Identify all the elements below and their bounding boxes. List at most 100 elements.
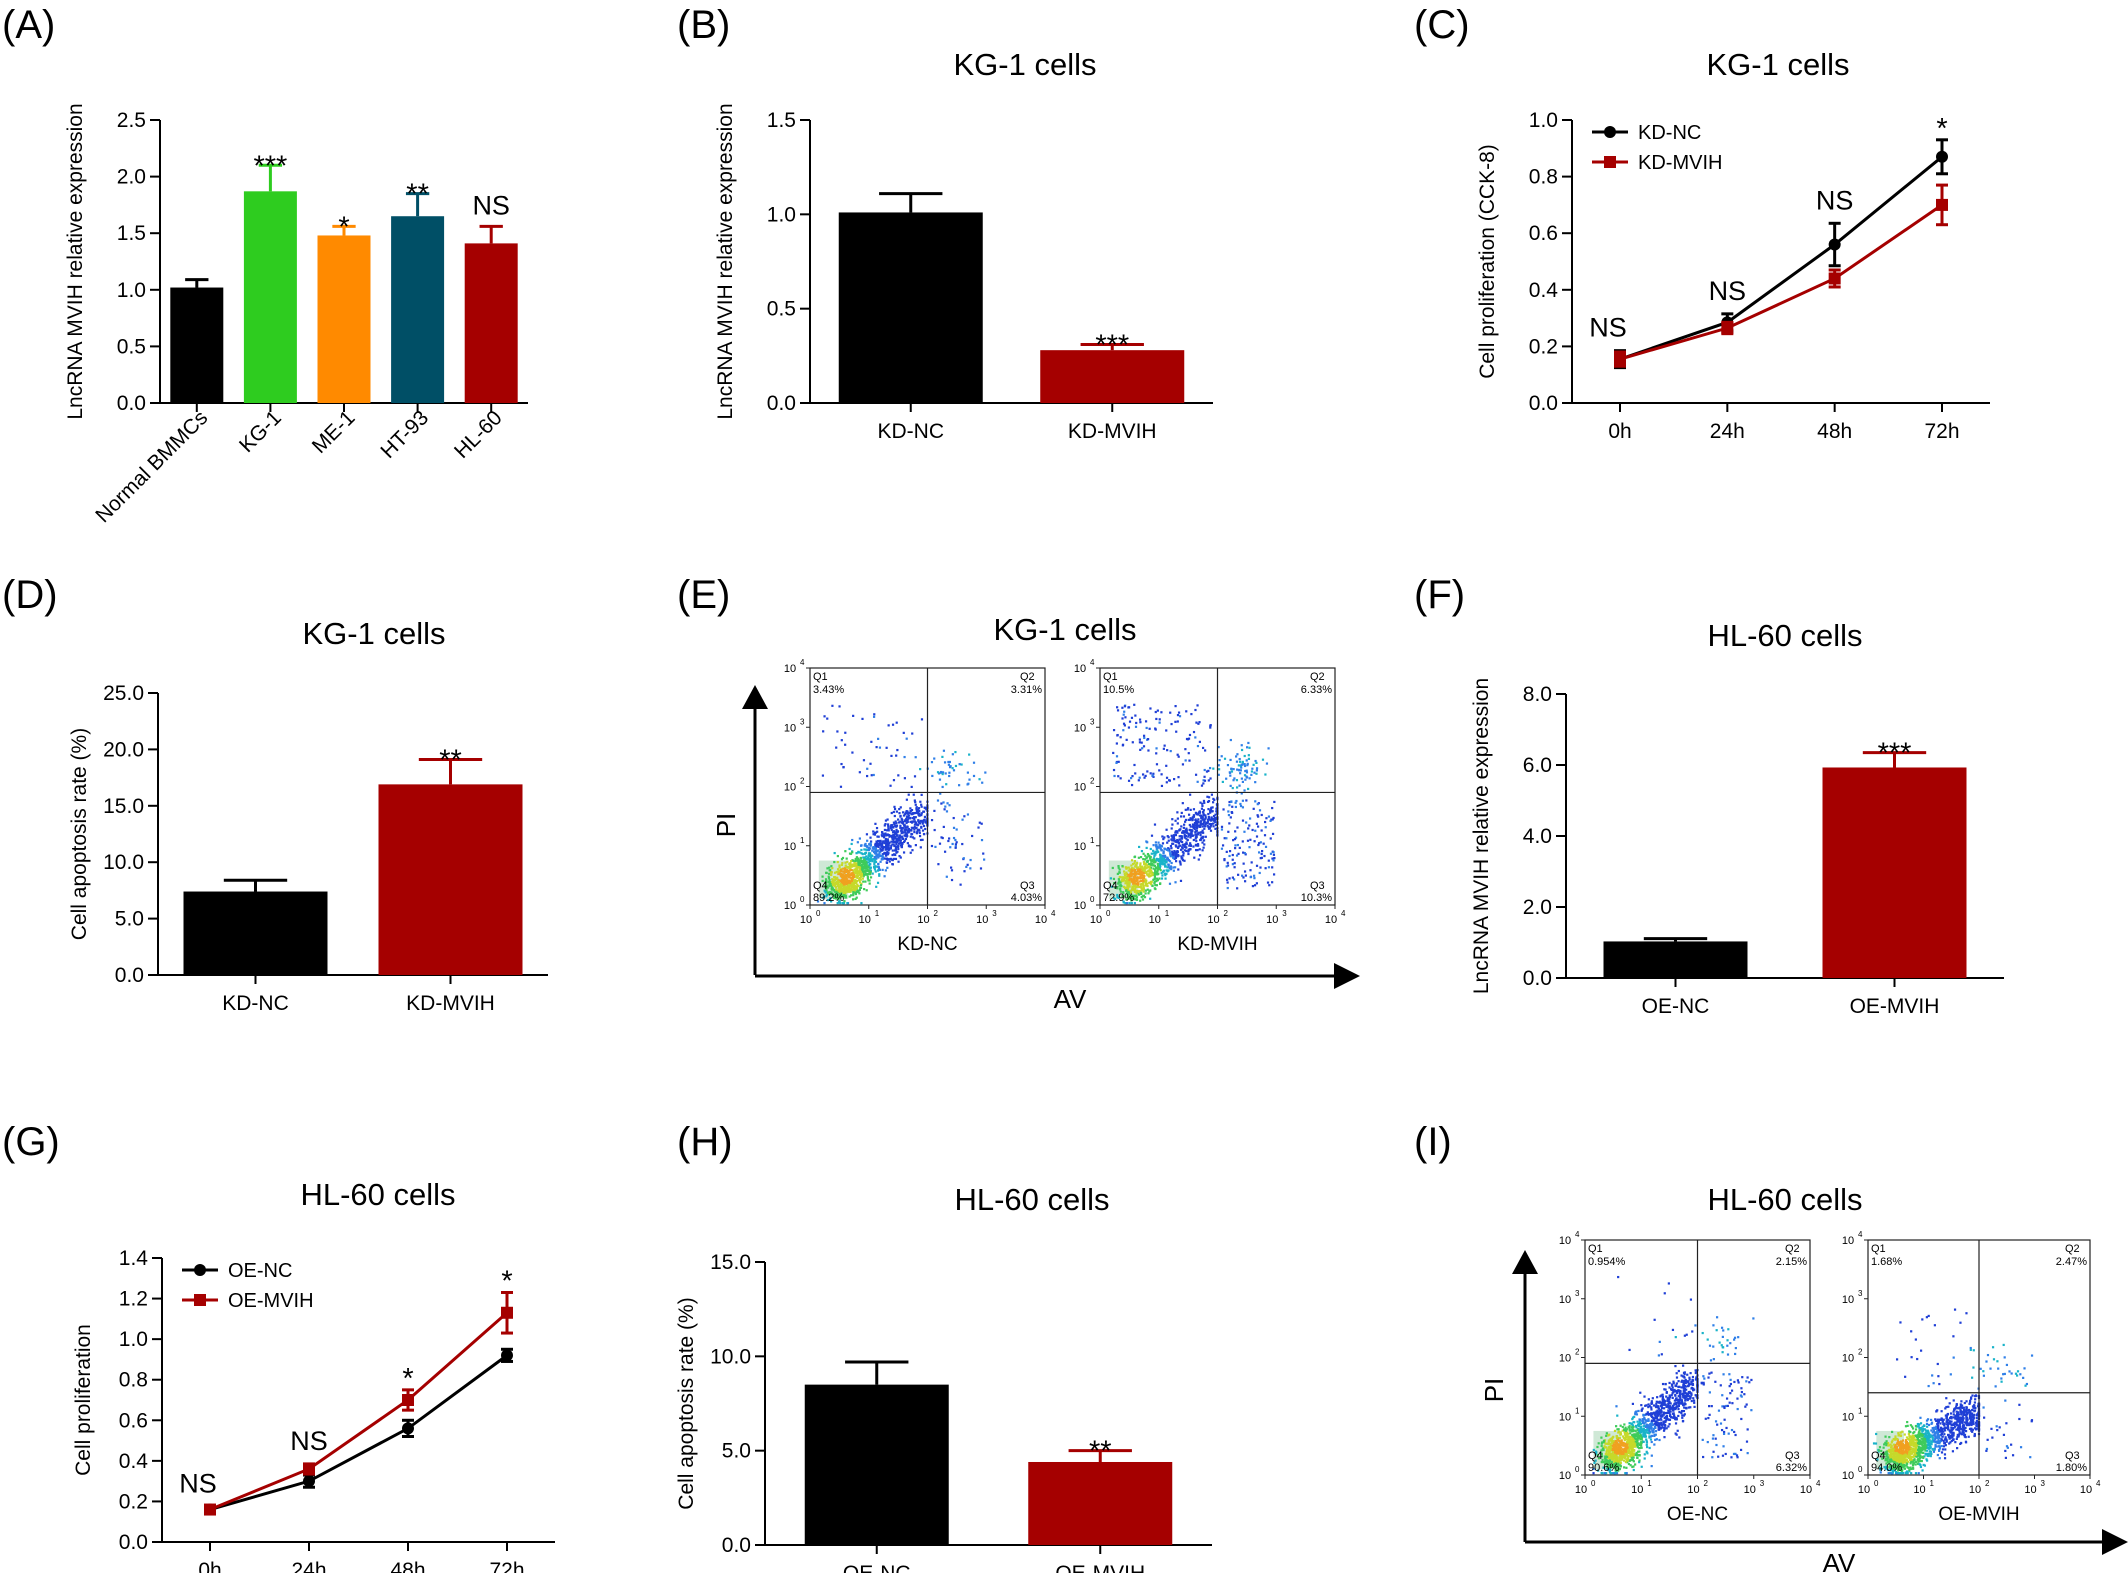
event-dot xyxy=(1162,863,1165,866)
event-dot xyxy=(1885,1458,1889,1462)
event-dot xyxy=(1115,761,1118,765)
event-dot xyxy=(1650,1465,1653,1468)
event-dot xyxy=(1710,1405,1713,1408)
event-dot xyxy=(1615,1453,1618,1456)
event-dot xyxy=(1264,773,1267,776)
event-dot xyxy=(1651,1419,1654,1422)
event-dot xyxy=(1226,886,1229,890)
event-dot xyxy=(941,836,944,840)
event-dot xyxy=(875,842,879,845)
event-dot xyxy=(1685,1388,1688,1391)
event-dot xyxy=(924,827,927,831)
event-dot xyxy=(1726,1353,1730,1356)
event-dot xyxy=(1188,759,1191,762)
event-dot xyxy=(980,838,984,842)
y-axis-label-C: Cell proliferation (CCK-8) xyxy=(1476,144,1499,379)
event-dot xyxy=(899,844,903,847)
quadrant-value-q3: 6.32% xyxy=(1776,1462,1807,1474)
event-dot xyxy=(1664,1382,1667,1386)
event-dot xyxy=(1662,1423,1665,1426)
event-dot xyxy=(846,874,849,877)
event-dot xyxy=(886,833,889,836)
event-dot xyxy=(1648,1430,1651,1433)
event-dot xyxy=(838,872,841,875)
event-dot xyxy=(854,897,857,901)
event-dot xyxy=(1255,864,1259,867)
event-dot xyxy=(1629,1458,1632,1462)
event-dot xyxy=(1621,1442,1624,1446)
event-dot xyxy=(1258,842,1261,845)
event-dot xyxy=(1200,831,1203,834)
event-dot xyxy=(1889,1449,1893,1452)
event-dot xyxy=(836,868,840,871)
event-dot xyxy=(834,894,837,897)
event-dot xyxy=(1245,775,1248,778)
event-dot xyxy=(1674,1365,1677,1368)
event-dot xyxy=(1236,768,1239,771)
event-dot xyxy=(1152,860,1155,863)
log-tick-exponent-x: 0 xyxy=(816,909,821,918)
event-dot xyxy=(1675,1433,1678,1436)
event-dot xyxy=(887,842,890,846)
event-dot xyxy=(1625,1452,1628,1455)
event-dot xyxy=(1129,873,1132,876)
event-dot xyxy=(877,845,880,849)
event-dot xyxy=(1631,1428,1634,1431)
event-dot xyxy=(893,840,896,844)
event-dot xyxy=(894,831,897,834)
event-dot xyxy=(1621,1429,1624,1432)
event-dot xyxy=(884,846,887,849)
event-dot xyxy=(1118,880,1121,883)
event-dot xyxy=(1628,1459,1631,1462)
event-dot xyxy=(1237,873,1240,876)
event-dot xyxy=(895,837,899,841)
event-dot xyxy=(855,857,858,860)
event-dot xyxy=(1653,1318,1656,1321)
event-dot xyxy=(1271,818,1274,821)
event-dot xyxy=(1155,870,1159,873)
event-dot xyxy=(842,875,845,878)
event-dot xyxy=(842,891,846,894)
legend-label-G-0: OE-NC xyxy=(228,1260,292,1282)
event-dot xyxy=(1228,822,1231,825)
event-dot xyxy=(854,887,857,890)
event-dot xyxy=(1654,1433,1657,1436)
event-dot xyxy=(1142,872,1145,875)
event-dot xyxy=(1944,1426,1947,1429)
event-dot xyxy=(1195,835,1198,839)
event-dot xyxy=(1671,1392,1674,1395)
event-dot xyxy=(1592,1448,1595,1452)
event-dot xyxy=(1708,1344,1712,1347)
event-dot xyxy=(835,746,838,749)
event-dot xyxy=(895,842,898,845)
event-dot xyxy=(873,713,876,716)
event-dot xyxy=(1643,1453,1646,1456)
event-dot xyxy=(840,863,844,866)
event-dot xyxy=(941,771,945,774)
event-dot xyxy=(1245,771,1249,774)
event-dot xyxy=(1614,1439,1618,1443)
event-dot xyxy=(1127,890,1130,894)
event-dot xyxy=(1689,1406,1692,1409)
chart-title-E: KG-1 cells xyxy=(994,612,1137,647)
event-dot xyxy=(1124,876,1128,879)
event-dot xyxy=(870,774,873,777)
event-dot xyxy=(883,834,886,837)
y-tick-label-F: 0.0 xyxy=(1523,967,1552,990)
event-dot xyxy=(1189,808,1192,811)
event-dot xyxy=(1160,784,1164,788)
event-dot xyxy=(893,844,896,848)
event-dot xyxy=(825,888,828,891)
event-dot xyxy=(1185,837,1188,840)
event-dot xyxy=(825,884,828,887)
event-dot xyxy=(1198,810,1201,813)
event-dot xyxy=(1623,1466,1626,1469)
event-dot xyxy=(1135,721,1138,725)
event-dot xyxy=(914,822,917,825)
event-dot xyxy=(877,835,880,838)
event-dot xyxy=(1630,1422,1633,1425)
event-dot xyxy=(864,872,867,875)
event-dot xyxy=(1624,1429,1627,1432)
event-dot xyxy=(1661,1393,1664,1396)
event-dot xyxy=(1680,1411,1683,1415)
